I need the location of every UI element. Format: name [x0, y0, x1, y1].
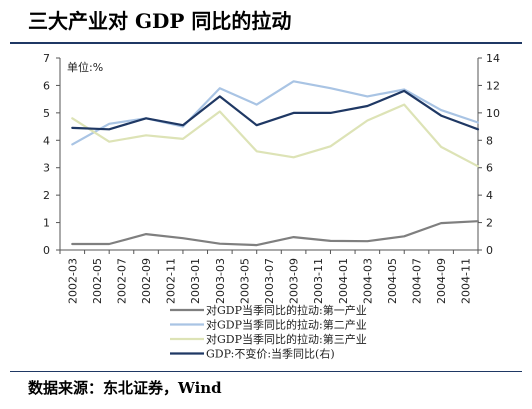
source-separator — [10, 371, 522, 372]
title-underline — [10, 42, 522, 44]
x-tick-label: 2002-11 — [165, 258, 178, 304]
x-tick-label: 2003-09 — [288, 258, 301, 304]
y-right-tick-label: 4 — [486, 189, 493, 202]
data-source-note: 数据来源：东北证券，Wind — [28, 379, 222, 397]
y-left-tick-label: 3 — [43, 162, 50, 175]
legend-label: 对GDP当季同比的拉动:第三产业 — [206, 332, 367, 346]
y-right-tick-label: 14 — [486, 52, 500, 65]
unit-label: 单位:% — [67, 60, 103, 74]
x-tick-label: 2002-03 — [66, 258, 79, 304]
y-right-tick-label: 6 — [486, 162, 493, 175]
legend-label: 对GDP当季同比的拉动:第一产业 — [206, 303, 367, 317]
x-tick-label: 2003-11 — [312, 258, 325, 304]
series-line-1 — [71, 80, 480, 146]
y-left-tick-label: 5 — [43, 107, 50, 120]
legend-label: GDP:不变价:当季同比(右) — [206, 347, 335, 361]
y-right-tick-label: 12 — [486, 79, 500, 92]
y-right-tick-label: 2 — [486, 217, 493, 230]
series-line-3 — [71, 89, 480, 131]
y-left-tick-label: 6 — [43, 79, 50, 92]
y-left-tick-label: 2 — [43, 189, 50, 202]
y-right-tick-label: 0 — [486, 244, 493, 257]
chart-title: 三大产业对 GDP 同比的拉动 — [28, 9, 292, 33]
series-line-0 — [71, 220, 480, 247]
y-left-tick-label: 4 — [43, 134, 50, 147]
x-tick-label: 2004-11 — [460, 258, 473, 304]
x-tick-label: 2004-01 — [337, 258, 350, 304]
x-tick-label: 2003-05 — [238, 258, 251, 304]
x-tick-label: 2003-07 — [263, 258, 276, 304]
y-right-tick-label: 8 — [486, 134, 493, 147]
x-tick-label: 2003-03 — [214, 258, 227, 304]
x-tick-label: 2004-05 — [386, 258, 399, 304]
y-left-tick-label: 7 — [43, 52, 50, 65]
x-tick-label: 2004-03 — [361, 258, 374, 304]
x-tick-label: 2002-05 — [91, 258, 104, 304]
y-left-tick-label: 1 — [43, 217, 50, 230]
series-line-2 — [71, 103, 480, 168]
y-left-tick-label: 0 — [43, 244, 50, 257]
x-tick-label: 2004-07 — [411, 258, 424, 304]
y-right-tick-label: 10 — [486, 107, 500, 120]
x-tick-label: 2002-09 — [140, 258, 153, 304]
x-tick-label: 2003-01 — [189, 258, 202, 304]
x-tick-label: 2002-07 — [115, 258, 128, 304]
x-tick-label: 2004-09 — [435, 258, 448, 304]
legend-label: 对GDP当季同比的拉动:第二产业 — [206, 318, 367, 332]
